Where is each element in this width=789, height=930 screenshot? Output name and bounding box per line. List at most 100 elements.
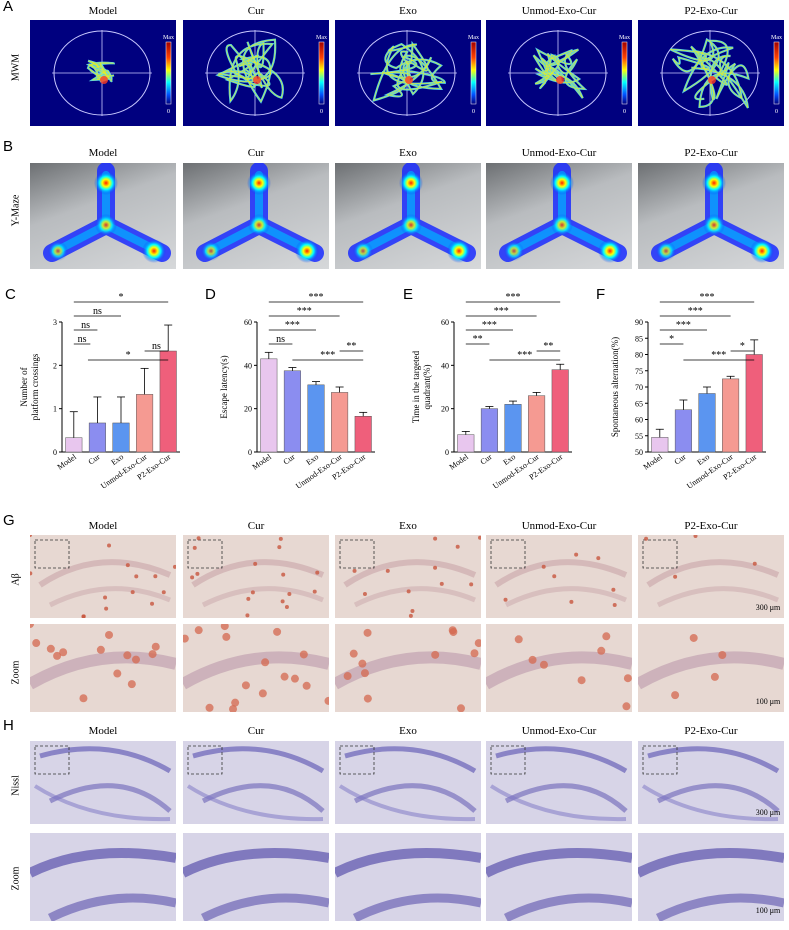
mwm-col-header: Exo — [399, 5, 417, 17]
nissl-stain-image — [638, 741, 784, 824]
abeta-col-header: Cur — [247, 520, 265, 532]
nissl-zoom-image — [335, 833, 481, 921]
abeta-col-header: P2-Exo-Cur — [684, 520, 738, 532]
bar — [480, 408, 498, 453]
nissl-stain-image — [486, 741, 632, 824]
significance-label: *** — [711, 350, 726, 361]
bar — [112, 422, 130, 453]
nissl-zoom-image — [486, 833, 632, 921]
mwm-trace-image: Max 0 — [638, 20, 784, 126]
colorbar-max-label: Max — [163, 35, 174, 41]
chart-e: 0 20 40 60 Time in the targetedquadrant(%) Mo… — [402, 292, 592, 497]
abeta-stain-image — [638, 535, 784, 618]
bar — [88, 422, 106, 453]
scale-bar-300-h: 300 μm — [755, 808, 781, 817]
significance-label: * — [669, 334, 674, 345]
significance-label: ns — [81, 320, 90, 331]
y-tick-label: 80 — [635, 351, 643, 360]
y-tick-label: 20 — [244, 405, 252, 414]
bar — [354, 416, 372, 453]
significance-label: *** — [506, 292, 521, 303]
y-axis-label: Time in the targetedquadrant(%) — [411, 350, 432, 423]
mwm-trace-image: Max 0 — [486, 20, 632, 126]
x-tick-label: Exo — [695, 452, 711, 467]
colorbar-min-label: 0 — [167, 109, 170, 115]
chart-d: 0 20 40 60 Escape latency(s) Model Cur Exo Unmod… — [205, 292, 395, 497]
ymaze-col-header: Model — [88, 147, 118, 159]
mwm-trace-image: Max 0 — [30, 20, 176, 126]
x-tick-label: Exo — [109, 452, 125, 467]
y-tick-label: 40 — [441, 361, 449, 370]
x-tick-label: Cur — [282, 452, 297, 466]
abeta-zoom-image — [638, 624, 784, 712]
abeta-stain-image — [183, 535, 329, 618]
x-tick-label: Cur — [673, 452, 688, 466]
y-tick-label: 50 — [635, 448, 643, 457]
scale-bar-300-g: 300 μm — [755, 603, 781, 612]
colorbar-max-label: Max — [619, 35, 630, 41]
y-tick-label: 0 — [53, 448, 57, 457]
nissl-col-header: Exo — [399, 725, 417, 737]
significance-label: *** — [676, 320, 691, 331]
x-tick-label: Model — [448, 452, 471, 472]
ymaze-col-header: P2-Exo-Cur — [684, 147, 738, 159]
abeta-stain-image — [30, 535, 176, 618]
nissl-zoom-image — [638, 833, 784, 921]
bar — [551, 369, 569, 453]
x-tick-label: Model — [251, 452, 274, 472]
ymaze-col-header: Unmod-Exo-Cur — [521, 147, 597, 159]
y-axis-label: Escape latency(s) — [219, 355, 229, 418]
y-tick-label: 85 — [635, 334, 643, 343]
mwm-col-header: Unmod-Exo-Cur — [521, 5, 597, 17]
significance-label: ns — [276, 334, 285, 345]
abeta-col-header: Model — [88, 520, 118, 532]
y-tick-label: 60 — [244, 318, 252, 327]
row-label-zoom-g: Zoom — [10, 660, 22, 685]
row-label-nissl: Nissl — [10, 775, 22, 796]
abeta-col-header: Unmod-Exo-Cur — [521, 520, 597, 532]
significance-label: *** — [285, 320, 300, 331]
y-tick-label: 40 — [244, 361, 252, 370]
nissl-col-header: Model — [88, 725, 118, 737]
ymaze-col-header: Exo — [399, 147, 417, 159]
y-tick-label: 90 — [635, 318, 643, 327]
ymaze-heatmap-image — [183, 163, 329, 269]
significance-label: ** — [473, 334, 483, 345]
significance-label: *** — [309, 292, 324, 303]
y-tick-label: 3 — [53, 318, 57, 327]
y-tick-label: 65 — [635, 399, 643, 408]
panel-label-b: B — [3, 138, 14, 155]
colorbar-max-label: Max — [468, 35, 479, 41]
significance-label: * — [119, 292, 124, 303]
bar — [65, 437, 83, 453]
row-label-mwm: MWM — [10, 53, 22, 82]
significance-label: *** — [494, 306, 509, 317]
nissl-stain-image — [335, 741, 481, 824]
significance-label: ns — [152, 341, 161, 352]
nissl-col-header: P2-Exo-Cur — [684, 725, 738, 737]
nissl-stain-image — [183, 741, 329, 824]
panel-label-h: H — [3, 717, 14, 734]
y-tick-label: 20 — [441, 405, 449, 414]
ymaze-heatmap-image — [30, 163, 176, 269]
bar — [457, 434, 475, 453]
colorbar-min-label: 0 — [775, 109, 778, 115]
bar — [745, 354, 763, 453]
row-label-abeta: Aβ — [10, 573, 22, 586]
x-tick-label: Cur — [479, 452, 494, 466]
nissl-zoom-image — [30, 833, 176, 921]
bar — [159, 350, 177, 453]
y-tick-label: 2 — [53, 361, 57, 370]
ymaze-heatmap-image — [638, 163, 784, 269]
x-tick-label: Exo — [304, 452, 320, 467]
y-tick-label: 75 — [635, 367, 643, 376]
significance-label: *** — [297, 306, 312, 317]
bar — [504, 404, 522, 453]
colorbar-max-label: Max — [316, 35, 327, 41]
bar — [260, 358, 278, 453]
y-axis-label: Number ofplatform crossings — [19, 353, 40, 420]
panel-label-a: A — [3, 0, 14, 15]
significance-label: * — [740, 341, 745, 352]
chart-f: 50 55 60 65 70 75 80 85 90 Spontaneous alternatio… — [596, 292, 786, 497]
mwm-col-header: Model — [88, 5, 118, 17]
